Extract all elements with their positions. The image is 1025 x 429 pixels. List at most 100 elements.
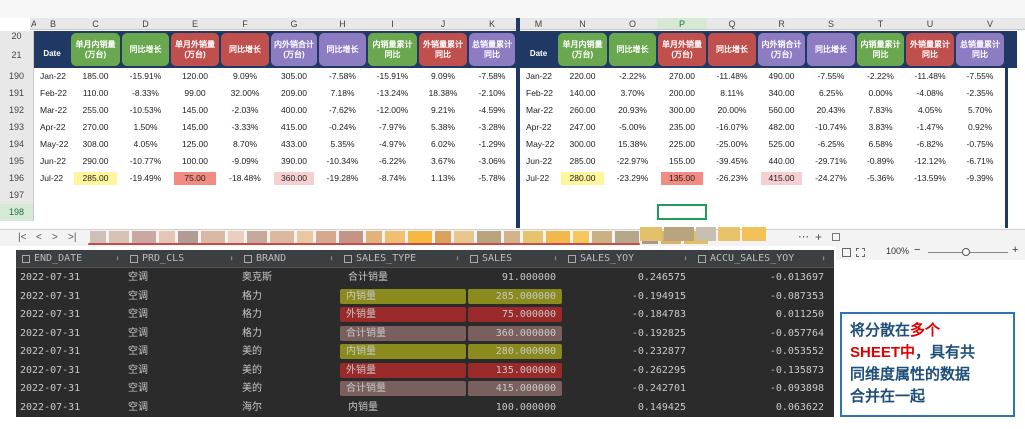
- result-cell[interactable]: -0.242701: [631, 383, 686, 394]
- sheet-tab[interactable]: [270, 231, 294, 244]
- sort-icon[interactable]: ⬍: [455, 254, 460, 263]
- table-cell[interactable]: -10.34%: [326, 156, 359, 166]
- table-cell[interactable]: -6.25%: [817, 139, 845, 149]
- column-letter[interactable]: O: [608, 18, 657, 30]
- table-cell[interactable]: 6.25%: [818, 88, 844, 98]
- table-cell[interactable]: 110.00: [82, 88, 109, 98]
- table-cell[interactable]: Apr-22: [40, 122, 66, 132]
- table-cell[interactable]: -3.28%: [478, 122, 506, 132]
- result-cell[interactable]: 100.000000: [495, 401, 556, 413]
- sheet-tab[interactable]: [316, 231, 336, 244]
- sheet-tab[interactable]: [523, 231, 543, 244]
- result-cell[interactable]: 美的: [242, 383, 262, 394]
- result-cell[interactable]: 空调: [128, 290, 148, 302]
- sheet-tab[interactable]: [159, 231, 175, 244]
- column-letter[interactable]: R: [757, 18, 806, 30]
- sheet-tab[interactable]: [640, 227, 662, 241]
- table-cell[interactable]: Jun-22: [526, 156, 552, 166]
- zoom-out-icon[interactable]: −: [914, 244, 921, 256]
- result-cell[interactable]: 2022-07-31: [20, 364, 81, 376]
- table-cell[interactable]: Mar-22: [526, 105, 553, 115]
- result-cell[interactable]: 0.246575: [637, 272, 686, 283]
- table-cell[interactable]: 433.00: [281, 139, 307, 149]
- table-cell[interactable]: -10.53%: [129, 105, 162, 115]
- table-cell[interactable]: -12.00%: [376, 105, 409, 115]
- table-cell[interactable]: -2.03%: [231, 105, 259, 115]
- table-cell[interactable]: -13.24%: [376, 88, 409, 98]
- selected-cell[interactable]: [657, 204, 707, 220]
- table-cell[interactable]: -8.74%: [379, 173, 406, 183]
- result-cell[interactable]: 91.000000: [501, 272, 556, 283]
- column-letter[interactable]: M: [520, 18, 557, 30]
- result-cell[interactable]: 2022-07-31: [20, 346, 81, 357]
- sheet-tab[interactable]: [109, 231, 129, 244]
- table-cell[interactable]: Mar-22: [40, 105, 67, 115]
- table-cell[interactable]: 290.00: [82, 156, 109, 166]
- prev-sheet-icon[interactable]: <: [36, 232, 42, 243]
- row-number[interactable]: 21: [0, 42, 34, 68]
- result-cell[interactable]: 2022-07-31: [20, 290, 81, 302]
- result-cell[interactable]: 空调: [128, 346, 148, 357]
- table-cell[interactable]: May-22: [526, 139, 555, 149]
- column-letter[interactable]: B: [36, 18, 70, 30]
- table-cell[interactable]: -0.75%: [966, 139, 994, 149]
- sheet-tab[interactable]: [132, 231, 156, 244]
- result-cell[interactable]: -0.192825: [631, 327, 686, 339]
- table-cell[interactable]: -19.28%: [326, 173, 359, 183]
- sheet-tab[interactable]: [178, 231, 198, 244]
- table-cell[interactable]: 145.00: [182, 105, 208, 115]
- table-cell[interactable]: -5.78%: [478, 173, 506, 183]
- table-cell[interactable]: 305.00: [281, 71, 307, 81]
- table-cell[interactable]: 247.00: [569, 122, 596, 132]
- column-letter[interactable]: S: [806, 18, 856, 30]
- result-cell[interactable]: -0.232877: [631, 346, 686, 357]
- result-cell[interactable]: -0.093898: [769, 383, 824, 394]
- column-letter[interactable]: D: [121, 18, 170, 30]
- sheet-tab[interactable]: [592, 231, 612, 244]
- row-number[interactable]: 191: [0, 85, 34, 102]
- result-cell[interactable]: 0.011250: [775, 309, 824, 320]
- row-number[interactable]: 194: [0, 136, 34, 153]
- column-letter[interactable]: T: [856, 18, 905, 30]
- add-sheet-icon[interactable]: +: [815, 230, 823, 244]
- row-number[interactable]: 195: [0, 153, 34, 170]
- table-cell[interactable]: 285.00: [569, 156, 596, 166]
- sheet-tab[interactable]: [90, 231, 106, 244]
- result-cell[interactable]: 外销量: [340, 307, 466, 322]
- table-cell[interactable]: 20.43%: [816, 105, 846, 115]
- result-cell[interactable]: -0.057764: [769, 327, 824, 339]
- table-cell[interactable]: 0.00%: [868, 88, 893, 98]
- table-cell[interactable]: 308.00: [82, 139, 109, 149]
- page-layout-icon[interactable]: [842, 248, 851, 257]
- table-cell[interactable]: -2.22%: [619, 71, 646, 81]
- sheet-tab[interactable]: [718, 227, 740, 241]
- sheet-tab[interactable]: [615, 231, 639, 244]
- result-cell[interactable]: 2022-07-31: [20, 383, 81, 394]
- table-cell[interactable]: 1.50%: [133, 122, 158, 132]
- row-number[interactable]: 190: [0, 68, 34, 85]
- table-cell[interactable]: -5.00%: [619, 122, 646, 132]
- table-cell[interactable]: 482.00: [768, 122, 795, 132]
- table-cell[interactable]: 8.70%: [232, 139, 258, 149]
- column-letter[interactable]: V: [955, 18, 1025, 30]
- result-cell[interactable]: 2022-07-31: [20, 327, 81, 339]
- table-cell[interactable]: -6.71%: [966, 156, 994, 166]
- sheet-tab[interactable]: [742, 227, 766, 241]
- result-cell[interactable]: 美的: [242, 346, 262, 357]
- table-cell[interactable]: 280.00: [561, 172, 604, 185]
- table-cell[interactable]: 7.18%: [330, 88, 355, 98]
- table-cell[interactable]: 255.00: [82, 105, 109, 115]
- result-cell[interactable]: 内销量: [340, 344, 466, 359]
- table-cell[interactable]: -7.55%: [966, 71, 994, 81]
- sort-icon[interactable]: ⬍: [329, 254, 334, 263]
- table-cell[interactable]: -12.12%: [914, 156, 946, 166]
- table-cell[interactable]: 32.00%: [230, 88, 260, 98]
- sheet-tab[interactable]: [228, 231, 244, 244]
- zoom-slider-thumb[interactable]: [962, 248, 970, 256]
- table-cell[interactable]: -13.59%: [914, 173, 946, 183]
- table-cell[interactable]: 100.00: [182, 156, 208, 166]
- table-cell[interactable]: -16.07%: [716, 122, 748, 132]
- table-cell[interactable]: -7.55%: [817, 71, 845, 81]
- table-cell[interactable]: -11.48%: [716, 71, 748, 81]
- result-cell[interactable]: -0.135873: [769, 364, 824, 376]
